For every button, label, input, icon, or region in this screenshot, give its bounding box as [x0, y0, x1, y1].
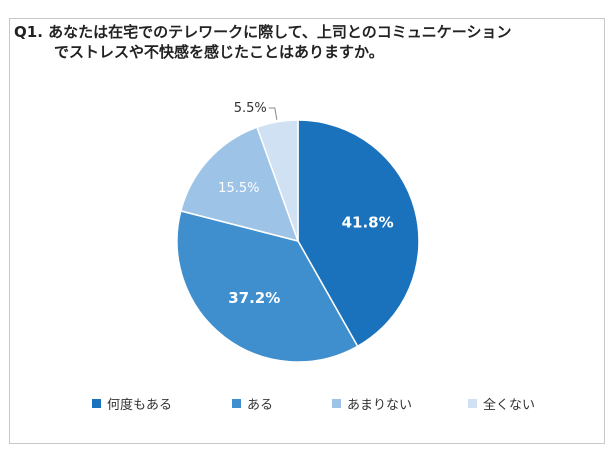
legend-label-3: あまりない — [347, 398, 413, 413]
pie-slice-3 — [179, 126, 300, 243]
chart-title-line-1: Q1. あなたは在宅でのテレワークに際して、上司とのコミュニケーション — [14, 23, 512, 41]
data-label-2: 37.2% — [228, 289, 280, 307]
legend-item-2: ある — [232, 394, 273, 413]
chart-legend: 何度もある ある あまりない 全くない — [0, 394, 616, 414]
legend-label-2: ある — [247, 398, 274, 413]
chart-title-line-2: でストレスや不快感を感じたことはありますか。 — [54, 43, 384, 61]
legend-swatch-1 — [92, 399, 101, 408]
legend-item-3: あまりない — [332, 394, 412, 413]
legend-swatch-3 — [332, 399, 341, 408]
data-label-3: 15.5% — [218, 181, 259, 196]
data-label-4: 5.5% — [234, 101, 267, 116]
legend-item-1: 何度もある — [92, 394, 172, 413]
legend-swatch-4 — [468, 399, 477, 408]
pie-slice-2 — [176, 209, 359, 363]
pie-slice-4 — [256, 119, 299, 242]
pie-slice-1 — [297, 119, 420, 348]
legend-item-4: 全くない — [468, 394, 535, 413]
legend-swatch-2 — [232, 399, 241, 408]
leader-line-4 — [268, 107, 278, 120]
legend-label-1: 何度もある — [107, 398, 173, 413]
chart-title: Q1. あなたは在宅でのテレワークに際して、上司とのコミュニケーション でストレ… — [14, 22, 594, 62]
legend-label-4: 全くない — [483, 398, 536, 413]
data-label-1: 41.8% — [342, 214, 394, 232]
